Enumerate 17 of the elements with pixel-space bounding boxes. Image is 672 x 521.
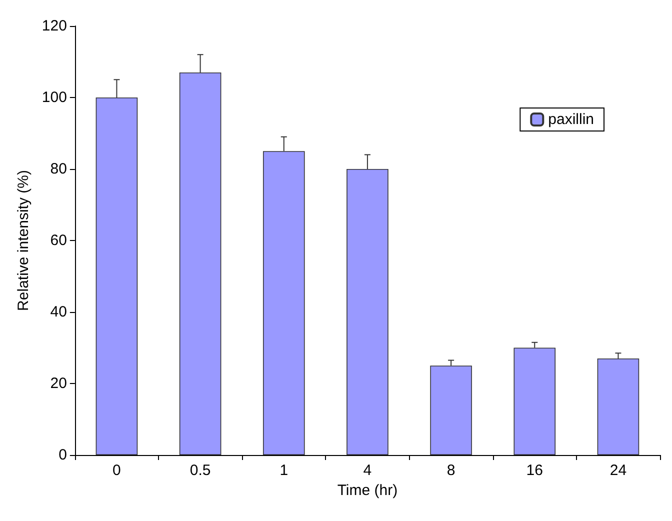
x-axis-title: Time (hr)	[337, 482, 398, 499]
y-axis-title: Relative intensity (%)	[15, 170, 32, 311]
y-tick-label: 80	[50, 160, 67, 178]
y-tick-label: 120	[42, 18, 67, 34]
y-tick-label: 0	[58, 446, 67, 464]
legend-label: paxillin	[548, 111, 594, 128]
y-tick-label: 20	[50, 375, 67, 392]
y-tick-label: 100	[42, 89, 67, 106]
x-tick-label: 0	[112, 462, 121, 479]
x-tick-label: 1	[280, 462, 288, 479]
x-tick-label: 8	[446, 462, 456, 479]
x-tick-label: 24	[610, 462, 627, 479]
y-tick-label: 40	[50, 304, 67, 320]
y-tick-label: 60	[50, 232, 67, 249]
x-tick-label: 0.5	[190, 462, 211, 479]
x-tick-label: 16	[526, 462, 543, 479]
x-tick-label: 4	[363, 462, 372, 479]
